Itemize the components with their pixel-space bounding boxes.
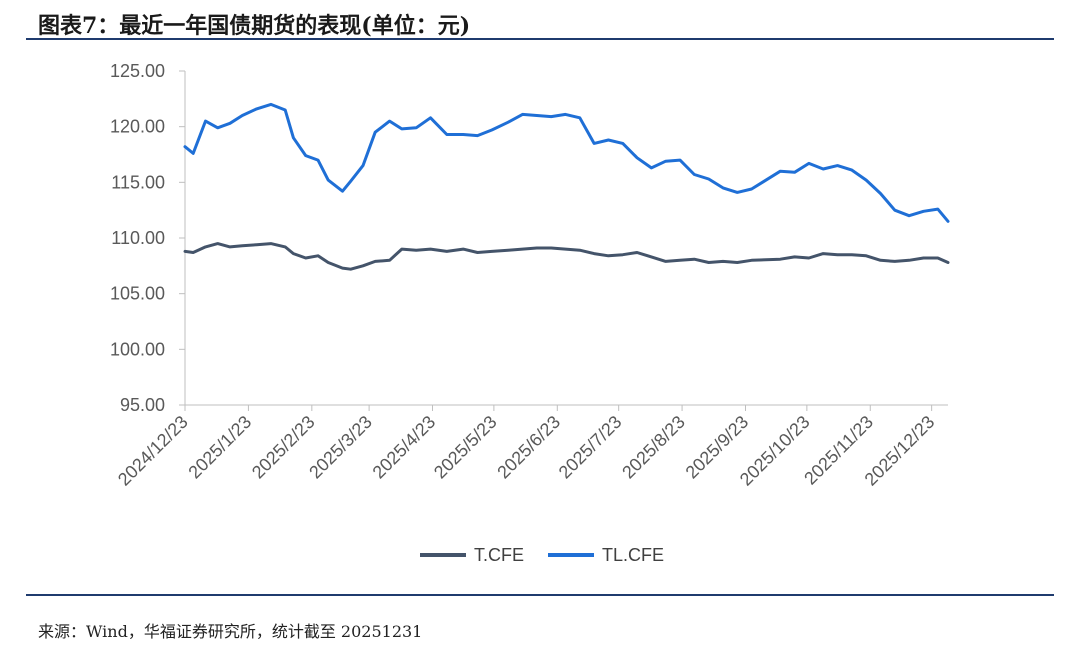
x-tick-label: 2025/4/23: [369, 412, 440, 483]
y-tick-label: 125.00: [110, 61, 165, 81]
legend-label-tl-cfe: TL.CFE: [602, 545, 664, 565]
x-tick-label: 2025/3/23: [305, 412, 376, 483]
title-rule: [26, 38, 1054, 40]
y-tick-label: 95.00: [120, 395, 165, 415]
x-tick-label: 2025/1/23: [184, 412, 255, 483]
x-tick-label: 2025/7/23: [555, 412, 626, 483]
series-layer: [183, 102, 950, 271]
footer-rule: [26, 594, 1054, 596]
x-axis: 2024/12/232025/1/232025/2/232025/3/23202…: [114, 404, 948, 490]
x-tick-label: 2025/8/23: [618, 412, 689, 483]
source-note: 来源：Wind，华福证券研究所，统计截至 20251231: [38, 622, 423, 641]
y-tick-label: 115.00: [111, 172, 165, 192]
x-tick-label: 2025/5/23: [430, 412, 501, 483]
figure-title: 图表7：最近一年国债期货的表现(单位：元): [38, 13, 471, 39]
line-chart: 95.00 100.00 105.00 110.00 115.00 120.00 125.0…: [110, 61, 950, 565]
x-tick-label: 2025/6/23: [493, 412, 564, 483]
y-tick-label: 110.00: [111, 228, 165, 248]
legend-label-t-cfe: T.CFE: [474, 545, 524, 565]
series-line-t-cfe: [183, 242, 950, 271]
series-line-tl-cfe: [183, 102, 950, 223]
x-tick-label: 2024/12/23: [114, 412, 192, 490]
y-tick-label: 105.00: [110, 284, 165, 304]
y-tick-label: 120.00: [110, 117, 165, 137]
y-axis: 95.00 100.00 105.00 110.00 115.00 120.00 125.0…: [110, 61, 186, 415]
legend: T.CFE TL.CFE: [420, 545, 664, 565]
y-tick-label: 100.00: [110, 339, 165, 359]
